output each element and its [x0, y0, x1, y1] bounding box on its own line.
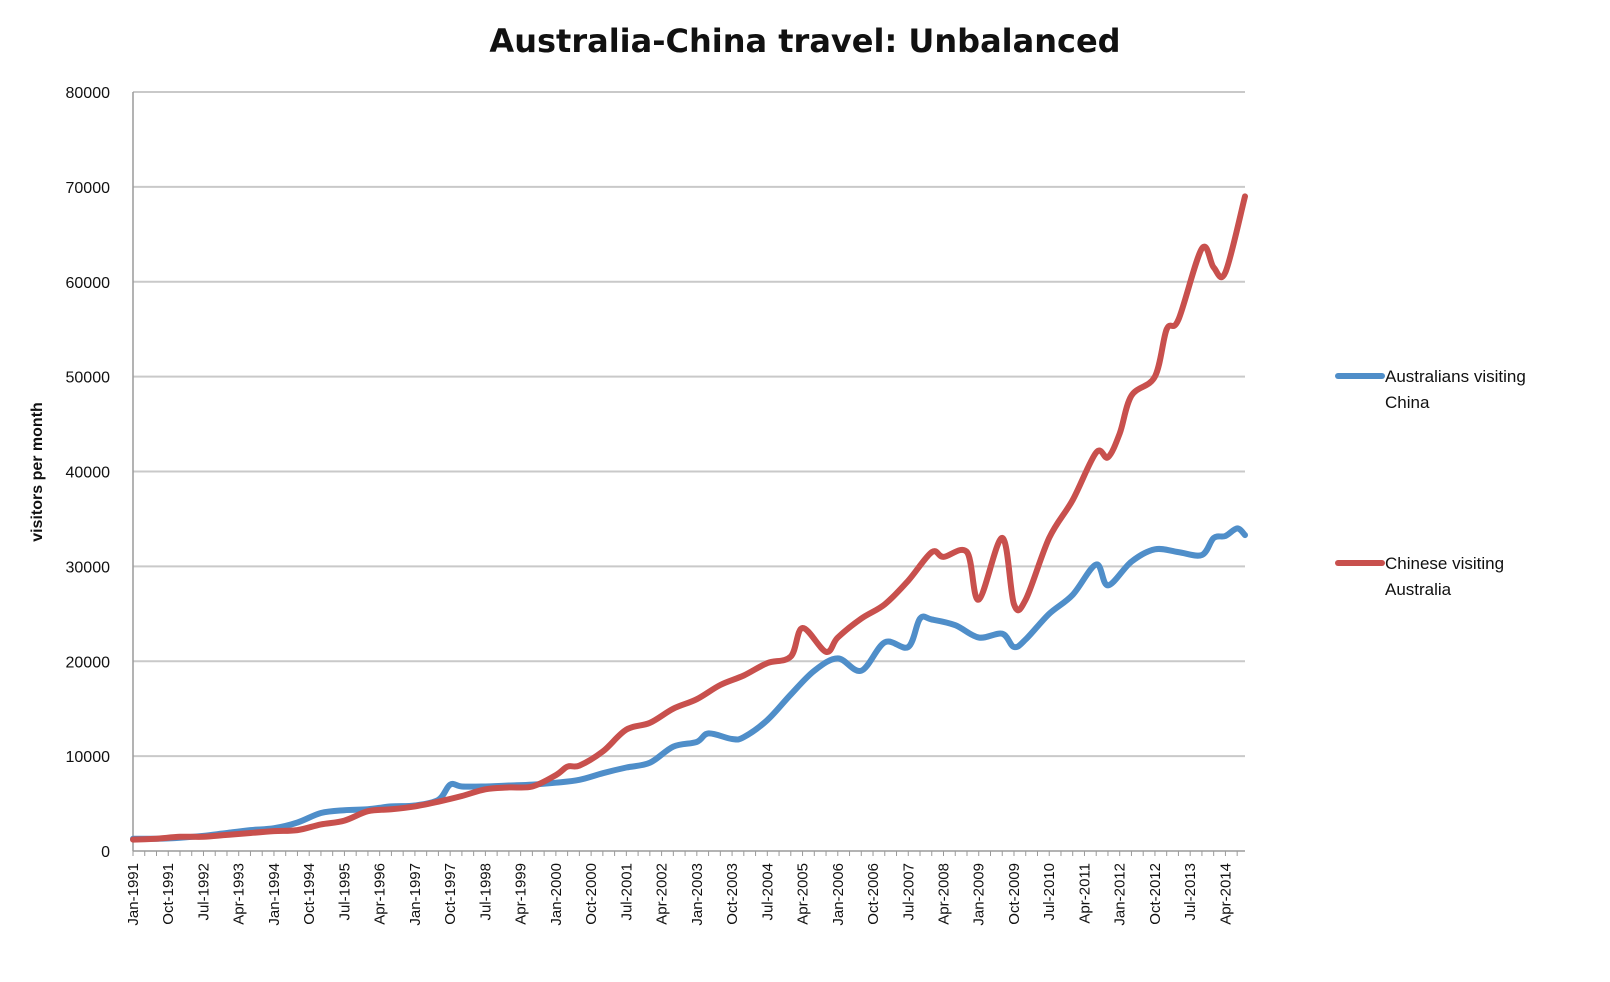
- series-line-chinese-visiting-australia: [130, 193, 1248, 843]
- chart-title: Australia-China travel: Unbalanced: [489, 22, 1120, 60]
- y-axis-label: visitors per month: [29, 402, 46, 542]
- x-tick-label: Oct-2003: [724, 863, 741, 925]
- legend-entry: Australians visiting China: [1385, 367, 1526, 412]
- x-tick-label: Jul-2001: [618, 863, 635, 921]
- x-tick-label: Oct-2006: [865, 863, 882, 925]
- x-tick-label: Apr-2011: [1076, 863, 1093, 924]
- x-tick-label: Jul-1998: [477, 863, 494, 921]
- x-tick-label: Apr-2014: [1217, 863, 1234, 925]
- x-tick-label: Jan-1994: [266, 863, 283, 926]
- x-tick-label: Jan-2006: [830, 863, 847, 926]
- x-tick-label: Oct-2000: [583, 863, 600, 925]
- axes: [132, 92, 1245, 852]
- x-tick-label: Jul-2013: [1182, 863, 1199, 921]
- x-tick-label: Jan-2003: [689, 863, 706, 926]
- y-tick-label: 60000: [66, 275, 111, 292]
- gridlines: [133, 91, 1245, 758]
- y-tick-label: 10000: [66, 749, 111, 766]
- y-tick-label: 30000: [66, 559, 111, 576]
- x-tick-label: Oct-1994: [301, 863, 318, 925]
- x-tick-label: Jan-1991: [125, 863, 142, 926]
- y-tick-label: 80000: [66, 85, 111, 102]
- x-tick-label: Oct-2012: [1147, 863, 1164, 925]
- x-tick-label: Jan-2000: [548, 863, 565, 926]
- y-tick-label: 50000: [66, 370, 111, 387]
- x-tick-label: Apr-2008: [936, 863, 953, 925]
- x-tick-label: Apr-1996: [372, 863, 389, 925]
- y-tick-label: 70000: [66, 180, 111, 197]
- x-tick-labels: Jan-1991 Oct-1991 Jul-1992 Apr-1993 Jan-1994…: [125, 851, 1238, 926]
- x-tick-label: Jul-2007: [900, 863, 917, 921]
- x-tick-label: Apr-2002: [654, 863, 671, 925]
- y-tick-label: 0: [101, 844, 110, 861]
- y-tick-label: 40000: [66, 465, 111, 482]
- y-tick-labels: 0 10000 20000 30000 40000 50000 60000 70000 8000…: [66, 85, 111, 861]
- x-tick-label: Jul-1992: [195, 863, 212, 921]
- x-tick-label: Apr-1999: [513, 863, 530, 925]
- x-tick-label: Jan-1997: [407, 863, 424, 926]
- x-tick-label: Oct-1991: [160, 863, 177, 925]
- x-tick-label: Jan-2009: [971, 863, 988, 926]
- y-tick-label: 20000: [66, 654, 111, 671]
- x-tick-label: Jul-2010: [1041, 863, 1058, 921]
- legend: Australians visiting China Chinese visitin…: [1335, 367, 1526, 599]
- series-line-australians-visiting-china: [130, 525, 1248, 842]
- x-tick-label: Oct-2009: [1006, 863, 1023, 925]
- legend-entry: Chinese visiting Australia: [1385, 554, 1504, 599]
- x-tick-label: Oct-1997: [442, 863, 459, 925]
- x-tick-label: Jul-2004: [759, 863, 776, 921]
- x-tick-label: Apr-1993: [231, 863, 248, 925]
- x-tick-label: Jan-2012: [1112, 863, 1129, 926]
- series-lines: [130, 193, 1248, 843]
- x-tick-label: Apr-2005: [795, 863, 812, 925]
- x-tick-label: Jul-1995: [336, 863, 353, 921]
